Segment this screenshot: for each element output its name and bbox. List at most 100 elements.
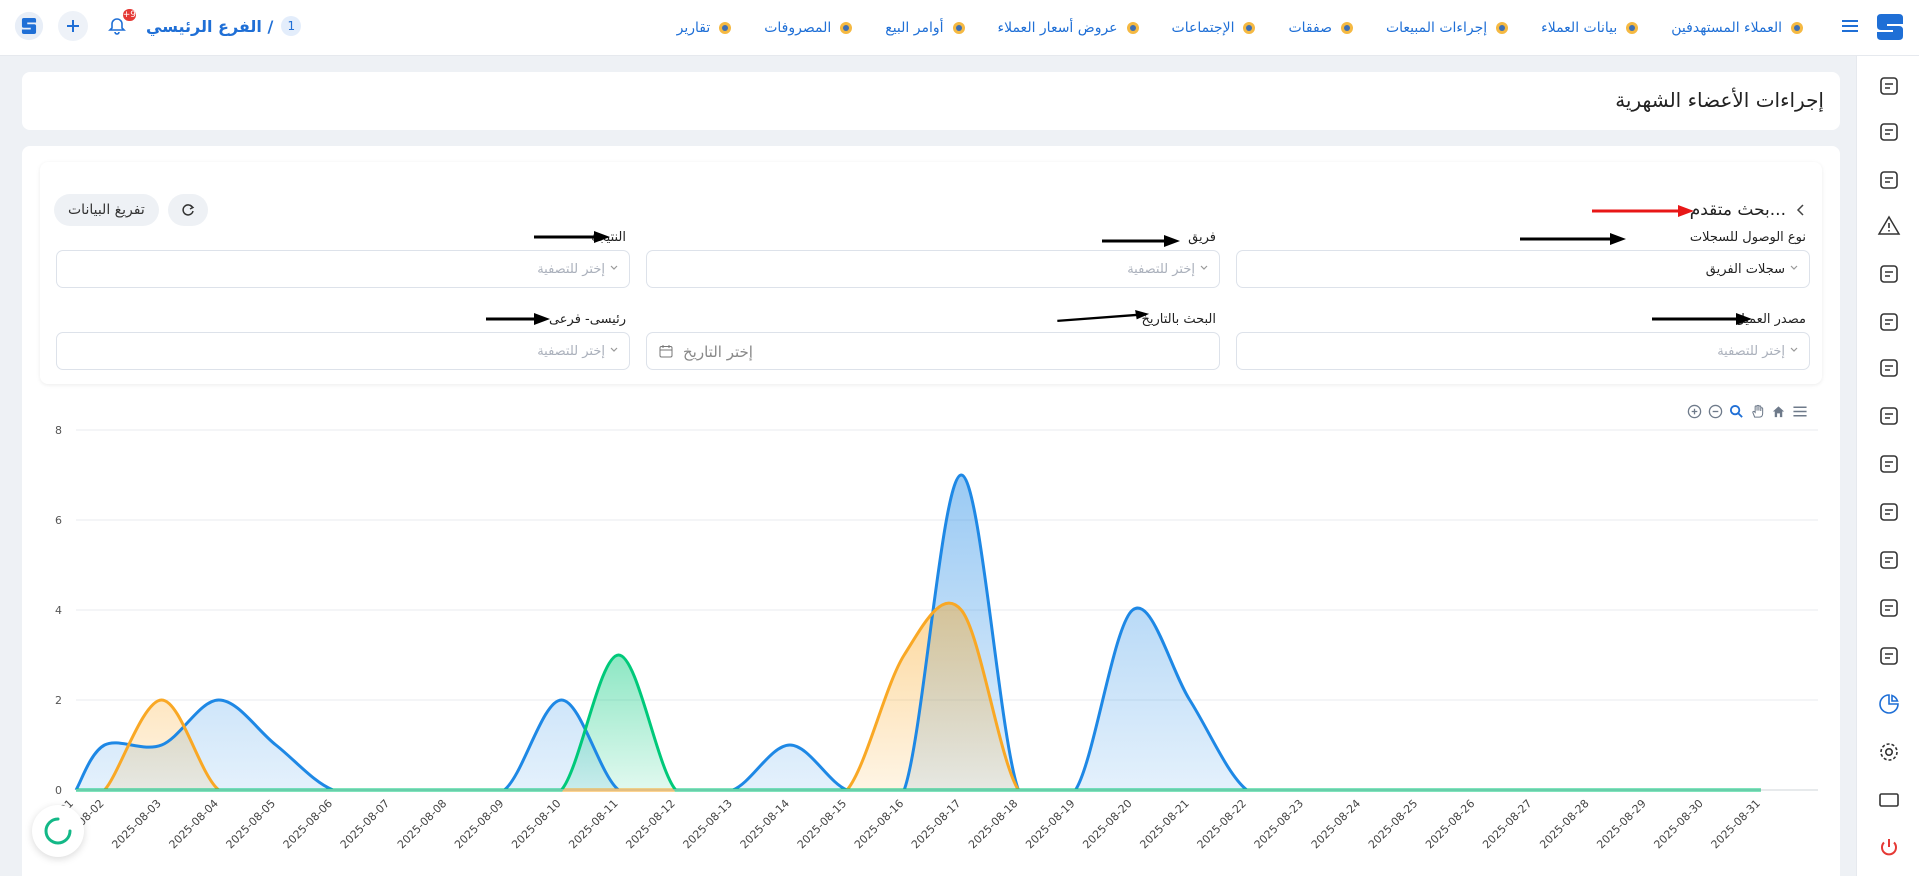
nav-item-expenses[interactable]: المصروفات bbox=[764, 19, 855, 37]
lead-source-placeholder: إختر للتصفية bbox=[1717, 344, 1785, 359]
app-logo-icon[interactable] bbox=[14, 11, 44, 41]
nav-item-meetings[interactable]: الإجتماعات bbox=[1172, 19, 1259, 37]
meetings-icon bbox=[1243, 22, 1256, 34]
nav-item-quotes[interactable]: عروض أسعار العملاء bbox=[998, 19, 1142, 37]
nav-item-label: الإجتماعات bbox=[1171, 20, 1235, 36]
sidebar-inbox[interactable] bbox=[1877, 74, 1901, 98]
sidebar-cash[interactable] bbox=[1877, 168, 1901, 192]
x-tick-label: 2025-08-14 bbox=[738, 797, 792, 851]
chart-toolbar bbox=[1687, 404, 1808, 419]
nav-item-sales-orders[interactable]: أوامر البيع bbox=[885, 19, 967, 37]
expenses-icon bbox=[840, 22, 853, 34]
access-type-select[interactable]: سجلات الفريق bbox=[1236, 250, 1810, 288]
hamburger-menu-icon[interactable] bbox=[1841, 17, 1859, 35]
sidebar-boxes[interactable] bbox=[1877, 500, 1901, 524]
people-target-icon bbox=[1791, 22, 1803, 34]
sidebar-team[interactable] bbox=[1877, 120, 1901, 144]
nav-item-label: صفقات bbox=[1288, 20, 1332, 36]
zoom-in-icon[interactable] bbox=[1687, 404, 1702, 419]
x-tick-label: 2025-08-20 bbox=[1080, 797, 1134, 851]
sales-actions-icon bbox=[1496, 22, 1509, 34]
nav-item-people-target[interactable]: العملاء المستهدفين bbox=[1671, 19, 1806, 37]
x-tick-label: 2025-08-09 bbox=[452, 797, 506, 851]
notifications-button[interactable]: +9 bbox=[102, 7, 138, 41]
plus-icon bbox=[67, 20, 79, 32]
menu-icon[interactable] bbox=[1792, 404, 1808, 419]
sidebar-hand-card[interactable] bbox=[1877, 644, 1901, 668]
x-tick-label: 2025-08-17 bbox=[909, 797, 963, 851]
sidebar-video[interactable] bbox=[1877, 262, 1901, 286]
right-sidebar bbox=[1856, 56, 1919, 876]
sidebar-pen[interactable] bbox=[1877, 404, 1901, 428]
settings-icon bbox=[1880, 743, 1898, 761]
sidebar-add-document[interactable] bbox=[1877, 596, 1901, 620]
sidebar-user-phone[interactable] bbox=[1877, 548, 1901, 572]
chart-icon bbox=[1879, 694, 1899, 714]
y-tick-label: 0 bbox=[55, 784, 62, 797]
red-annotation-arrow bbox=[1592, 205, 1694, 217]
x-tick-label: 2025-08-06 bbox=[281, 797, 335, 851]
nav-item-label: العملاء المستهدفين bbox=[1671, 20, 1782, 36]
calendar-icon bbox=[659, 345, 673, 358]
nav-item-label: إجراءات المبيعات bbox=[1385, 20, 1488, 36]
chart-area: 02468-012025-08-022025-08-032025-08-0420… bbox=[22, 396, 1840, 876]
main-sub-select[interactable]: إختر للتصفية bbox=[56, 332, 630, 370]
x-tick-label: 2025-08-26 bbox=[1423, 797, 1477, 851]
x-tick-label: 2025-08-19 bbox=[1023, 797, 1077, 851]
team-icon bbox=[1880, 123, 1898, 141]
lead-source-select[interactable]: إختر للتصفية bbox=[1236, 332, 1810, 370]
home-reset-icon[interactable] bbox=[1771, 404, 1786, 419]
chevron-down-icon bbox=[610, 265, 618, 270]
pen-icon bbox=[1880, 407, 1898, 425]
spinner-icon bbox=[44, 817, 72, 845]
x-tick-label: 2025-08-04 bbox=[167, 797, 221, 851]
brand-logo-icon[interactable] bbox=[1873, 10, 1907, 44]
x-tick-label: 2025-08-03 bbox=[109, 797, 163, 851]
sidebar-invoice[interactable] bbox=[1877, 356, 1901, 380]
sidebar-settings[interactable] bbox=[1877, 740, 1901, 764]
line-chart: 02468-012025-08-022025-08-032025-08-0420… bbox=[52, 424, 1818, 851]
branch-label: الفرع الرئيسي / bbox=[146, 16, 274, 36]
sidebar-power[interactable] bbox=[1877, 836, 1901, 860]
invoice-icon bbox=[1880, 359, 1898, 377]
result-select[interactable]: إختر للتصفية bbox=[56, 250, 630, 288]
pyramid-icon bbox=[1880, 313, 1898, 331]
loading-spinner bbox=[32, 805, 84, 857]
nav-item-customer-data[interactable]: بيانات العملاء bbox=[1541, 19, 1641, 37]
header-left-cluster: +9 الفرع الرئيسي / 1 bbox=[14, 7, 302, 41]
advanced-search-toggle[interactable]: بحث متقدم... bbox=[1690, 200, 1806, 220]
x-tick-label: 2025-08-12 bbox=[623, 797, 677, 851]
clear-data-button[interactable]: تفريغ البيانات bbox=[54, 194, 159, 226]
black-annotation-arrow-access bbox=[1520, 233, 1626, 245]
nav-item-sales-actions[interactable]: إجراءات المبيعات bbox=[1386, 19, 1511, 37]
sidebar-printer[interactable] bbox=[1877, 452, 1901, 476]
black-annotation-arrow-date bbox=[1057, 310, 1150, 323]
sidebar-chart[interactable] bbox=[1877, 692, 1901, 716]
advanced-search-label: بحث متقدم... bbox=[1689, 200, 1786, 220]
y-tick-label: 2 bbox=[55, 694, 62, 707]
selection-zoom-icon[interactable] bbox=[1729, 404, 1744, 419]
branch-selector[interactable]: الفرع الرئيسي / 1 bbox=[146, 16, 302, 36]
sidebar-warning[interactable] bbox=[1877, 214, 1901, 238]
x-tick-label: 2025-08-24 bbox=[1309, 797, 1363, 851]
date-search-label: البحث بالتاريخ bbox=[1141, 312, 1217, 327]
date-picker-input[interactable]: إختر التاريخ bbox=[646, 332, 1220, 370]
date-placeholder: إختر التاريخ bbox=[683, 343, 753, 361]
add-button[interactable] bbox=[58, 11, 88, 41]
sidebar-window[interactable] bbox=[1877, 788, 1901, 812]
zoom-out-icon[interactable] bbox=[1708, 404, 1723, 419]
quotes-icon bbox=[1126, 22, 1139, 34]
nav-item-reports[interactable]: تقارير bbox=[677, 19, 735, 37]
refresh-button[interactable] bbox=[168, 194, 208, 226]
pan-hand-icon[interactable] bbox=[1750, 404, 1765, 419]
chevron-down-icon bbox=[610, 347, 618, 352]
filter-panel: بحث متقدم... تفريغ البيانات نوع الوصول ل… bbox=[40, 162, 1822, 384]
team-select[interactable]: إختر للتصفية bbox=[646, 250, 1220, 288]
user-phone-icon bbox=[1880, 551, 1898, 569]
x-tick-label: 2025-08-18 bbox=[966, 797, 1020, 851]
bell-icon bbox=[108, 18, 126, 35]
warning-icon bbox=[1877, 215, 1901, 235]
sidebar-pyramid[interactable] bbox=[1877, 310, 1901, 334]
nav-item-deals[interactable]: صفقات bbox=[1288, 19, 1356, 37]
customer-data-icon bbox=[1626, 22, 1639, 34]
